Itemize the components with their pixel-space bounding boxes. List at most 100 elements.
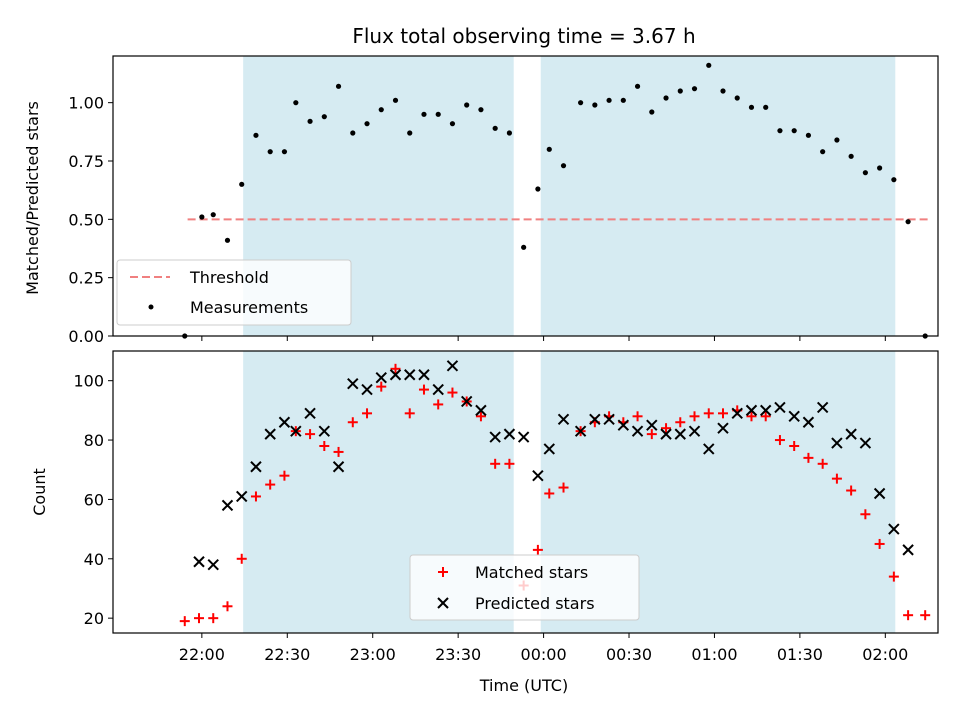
measurement-point [321, 114, 327, 120]
matched-star-point [208, 613, 219, 624]
predicted-star-point [603, 413, 615, 425]
matched-star-point [888, 571, 899, 582]
matched-star-point [544, 488, 555, 499]
matched-star-point [418, 384, 429, 395]
predicted-star-point [460, 395, 473, 408]
predicted-star-point [207, 559, 219, 571]
predicted-star-point [574, 425, 587, 437]
matched-star-point [661, 423, 672, 434]
bottom-legend: Matched stars Predicted stars [409, 554, 640, 621]
measurement-point [350, 130, 356, 136]
measurement-point [521, 244, 527, 250]
matched-star-point [222, 601, 233, 612]
matched-star-point [632, 411, 643, 422]
measurement-point [877, 165, 883, 171]
measurement-point [634, 83, 641, 89]
measurement-point [862, 170, 868, 176]
plot-frame [112, 350, 939, 634]
predicted-star-point [361, 383, 373, 396]
predicted-star-point [674, 428, 686, 440]
matched-star-point [746, 411, 757, 422]
matched-star-point [265, 479, 276, 490]
predicted-star-point [290, 425, 302, 437]
predicted-star-point [375, 372, 387, 384]
predicted-star-point [475, 404, 487, 417]
measurement-point [267, 149, 273, 155]
predicted-star-point [589, 413, 601, 425]
predicted-star-point [543, 443, 555, 455]
predicted-star-point [304, 407, 316, 420]
measurement-point [506, 130, 513, 136]
matched-star-point [774, 435, 785, 446]
matched-star-point [305, 429, 316, 440]
top-legend: Threshold Measurements [116, 259, 352, 326]
matched-star-point [347, 417, 358, 428]
predicted-star-point [221, 499, 234, 512]
predicted-star-point [859, 437, 872, 449]
measurement-point [805, 132, 812, 138]
predicted-star-point [332, 461, 345, 473]
matched-star-point [362, 408, 373, 419]
measurement-point [848, 153, 854, 159]
measurement-point [449, 121, 456, 127]
observing-span-1 [540, 56, 896, 336]
x-tick-label: 01:00 [691, 645, 737, 664]
bottom-legend-box [409, 554, 640, 621]
measurement-point [891, 177, 897, 183]
matched-star-point [558, 482, 569, 493]
predicted-star-point [446, 360, 459, 372]
predicted-star-point [489, 431, 501, 443]
matched-star-point [390, 363, 401, 374]
matched-star-point [817, 458, 828, 469]
legend-measurements-swatch [148, 304, 154, 310]
measurement-point [392, 97, 399, 103]
predicted-star-point [347, 377, 359, 390]
predicted-star-point [264, 428, 276, 440]
measurement-point [620, 97, 626, 103]
measurement-point [364, 121, 370, 127]
y-tick-label: 20 [84, 609, 104, 628]
measurement-point [535, 186, 541, 192]
predicted-star-point [845, 428, 857, 440]
matched-star-point [920, 610, 931, 621]
predicted-star-point [816, 401, 829, 414]
measurement-point [606, 97, 612, 103]
predicted-star-point [745, 404, 758, 417]
predicted-star-point [236, 490, 248, 503]
measurement-point [478, 107, 484, 113]
predicted-star-point [250, 461, 262, 473]
predicted-star-point [532, 469, 544, 482]
predicted-star-point [404, 369, 416, 381]
matched-star-point [903, 610, 914, 621]
predicted-star-point [318, 425, 331, 437]
matched-star-point [475, 411, 486, 422]
matched-star-point [279, 470, 290, 481]
matched-star-point [532, 544, 543, 555]
measurement-point [378, 107, 384, 113]
legend-measurements-label: Measurements [190, 298, 308, 317]
predicted-star-point [517, 431, 530, 443]
predicted-star-point [688, 425, 701, 437]
x-axis-label: Time (UTC) [479, 676, 568, 695]
predicted-star-point [432, 383, 444, 396]
measurement-point [492, 125, 498, 131]
measurement-point [560, 163, 567, 169]
matched-star-point [404, 408, 415, 419]
measurement-point [239, 181, 245, 187]
measurement-point [791, 128, 797, 134]
matched-star-point [675, 417, 686, 428]
matched-star-point [846, 485, 857, 496]
predicted-star-point [703, 443, 715, 455]
measurement-point [421, 111, 427, 117]
predicted-star-point [503, 428, 516, 440]
measurement-point [435, 111, 441, 117]
predicted-star-point [617, 419, 630, 431]
measurement-point [777, 128, 783, 134]
measurement-point [253, 132, 259, 138]
predicted-star-point [631, 425, 644, 437]
y-tick-label: 100 [73, 372, 104, 391]
legend-predicted-swatch [437, 597, 449, 609]
matched-star-point [179, 616, 190, 627]
matched-star-point [236, 553, 247, 564]
matched-star-point [760, 411, 771, 422]
